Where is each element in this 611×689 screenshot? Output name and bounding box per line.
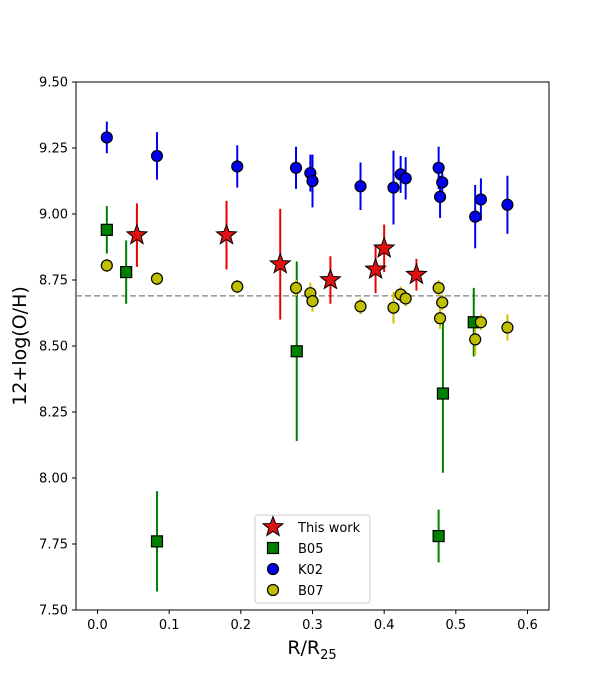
- y-tick-label: 9.25: [39, 142, 68, 157]
- data-point-b07-7: [387, 301, 400, 314]
- data-point-this-work-2: [268, 252, 292, 274]
- legend: This work B05 K02 B07: [254, 514, 371, 604]
- y-tick-label: 8.00: [39, 472, 68, 487]
- y-tick-label: 8.25: [39, 406, 68, 421]
- data-point-b05-1: [120, 265, 133, 279]
- x-axis-label-main: R/R: [287, 637, 320, 659]
- data-point-k02-9: [399, 172, 412, 185]
- y-tick-label: 9.00: [39, 208, 68, 223]
- data-point-b07-13: [469, 333, 482, 346]
- marker-layer: [100, 131, 514, 548]
- data-point-b05-4: [432, 529, 445, 543]
- data-point-k02-15: [501, 198, 514, 211]
- y-tick-label: 7.75: [39, 538, 68, 553]
- x-axis-label: R/R25: [287, 637, 336, 663]
- y-tick-label: 7.50: [39, 604, 68, 619]
- x-axis-label-subscript: 25: [320, 648, 337, 663]
- x-tick-label: 0.4: [374, 618, 395, 633]
- data-point-b07-0: [100, 259, 113, 272]
- y-tick-label: 8.75: [39, 274, 68, 289]
- data-point-k02-6: [354, 180, 367, 193]
- legend-label-this-work: This work: [297, 521, 361, 536]
- data-point-k02-10: [432, 161, 445, 174]
- y-axis-label: 12+log(O/H): [9, 286, 31, 406]
- data-point-k02-0: [100, 131, 113, 144]
- data-point-k02-13: [469, 210, 482, 223]
- legend-frame: [254, 514, 371, 604]
- data-point-b05-5: [436, 387, 450, 400]
- data-point-k02-12: [436, 176, 449, 189]
- data-point-b07-3: [289, 281, 303, 295]
- data-point-this-work-0: [125, 223, 149, 245]
- y-tick-label: 8.50: [39, 340, 68, 355]
- tick-layer: 0.0 0.1 0.2 0.3 0.4 0.5 0.6 7.50 7.75 8.00 8.25 8.5…: [39, 76, 538, 634]
- data-point-b07-9: [399, 292, 412, 305]
- data-point-b07-5: [306, 295, 319, 308]
- x-tick-label: 0.0: [87, 618, 108, 633]
- x-tick-label: 0.6: [517, 618, 538, 633]
- data-point-b07-10: [432, 281, 445, 295]
- legend-label-b07: B07: [298, 584, 323, 599]
- y-tick-label: 9.50: [39, 76, 68, 91]
- data-point-k02-1: [150, 149, 164, 163]
- data-point-this-work-4: [364, 257, 387, 280]
- data-point-b07-6: [354, 300, 367, 313]
- legend-label-k02: K02: [298, 563, 323, 578]
- data-point-k02-7: [387, 181, 400, 194]
- x-tick-label: 0.1: [159, 618, 180, 633]
- data-point-b07-15: [501, 321, 514, 334]
- x-tick-label: 0.3: [302, 618, 323, 633]
- data-point-b07-12: [436, 296, 449, 309]
- data-point-this-work-3: [319, 268, 342, 290]
- data-point-k02-3: [289, 161, 303, 174]
- data-point-b07-11: [433, 312, 447, 325]
- data-point-b07-14: [474, 316, 488, 329]
- data-point-b07-1: [150, 272, 164, 285]
- data-point-b05-2: [150, 535, 164, 548]
- legend-marker-this-work: [261, 515, 285, 537]
- data-point-b05-0: [100, 223, 113, 236]
- legend-marker-b05: [266, 541, 280, 555]
- data-point-this-work-6: [405, 262, 428, 285]
- data-point-k02-14: [474, 193, 488, 206]
- data-point-b05-3: [290, 345, 303, 358]
- data-point-this-work-5: [372, 236, 396, 258]
- legend-label-b05: B05: [298, 542, 323, 557]
- data-point-k02-5: [306, 174, 319, 188]
- data-point-k02-2: [231, 160, 244, 173]
- legend-marker-k02: [266, 562, 280, 576]
- data-point-this-work-1: [215, 223, 238, 245]
- data-point-b07-2: [231, 280, 244, 293]
- legend-marker-b07: [266, 583, 280, 597]
- data-point-k02-11: [433, 190, 447, 203]
- x-tick-label: 0.5: [445, 618, 466, 633]
- x-tick-label: 0.2: [230, 618, 251, 633]
